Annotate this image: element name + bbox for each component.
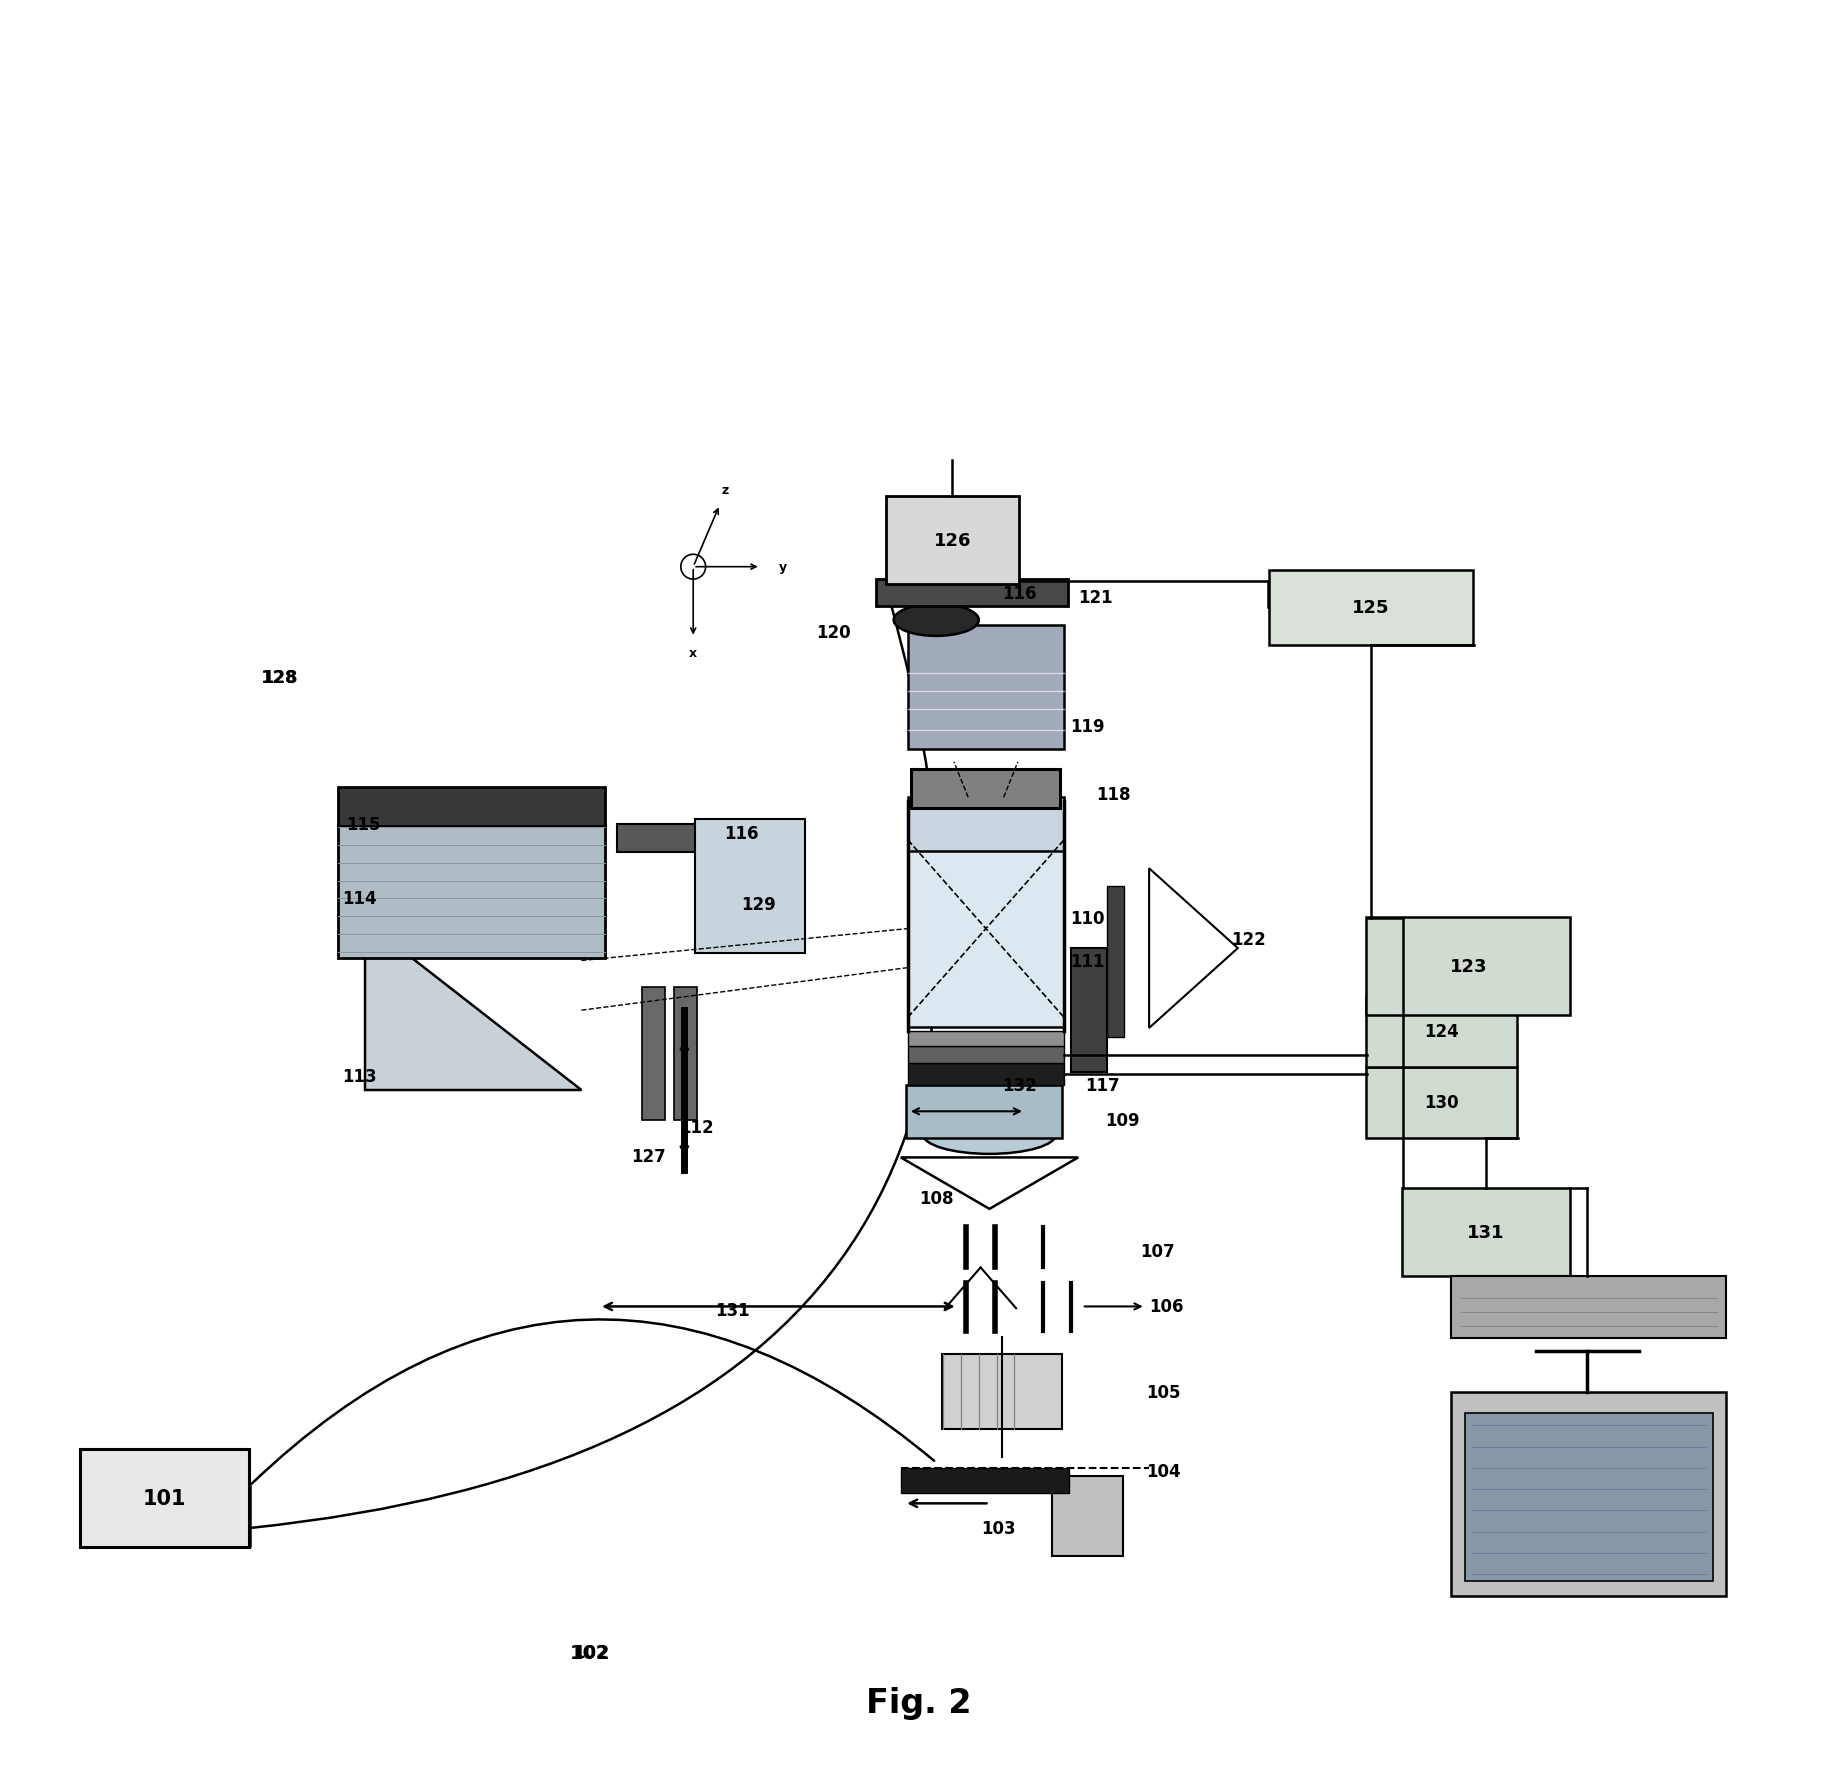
Text: 125: 125: [1352, 599, 1389, 617]
FancyBboxPatch shape: [641, 988, 665, 1121]
Text: 118: 118: [1097, 785, 1132, 803]
Text: 119: 119: [1069, 718, 1104, 736]
FancyBboxPatch shape: [907, 1046, 1064, 1064]
FancyBboxPatch shape: [876, 580, 1067, 606]
Text: 122: 122: [1231, 931, 1266, 949]
FancyBboxPatch shape: [900, 1468, 1069, 1493]
FancyBboxPatch shape: [1464, 1413, 1714, 1582]
Text: 131: 131: [1468, 1223, 1505, 1241]
Polygon shape: [900, 1158, 1078, 1209]
Text: Fig. 2: Fig. 2: [865, 1686, 972, 1718]
Text: 106: 106: [1150, 1298, 1185, 1316]
FancyBboxPatch shape: [1051, 1475, 1122, 1557]
Text: 101: 101: [143, 1488, 186, 1509]
Text: 129: 129: [742, 895, 777, 913]
Text: 117: 117: [1086, 1076, 1121, 1094]
FancyBboxPatch shape: [907, 798, 1064, 851]
Text: 127: 127: [632, 1147, 667, 1165]
Text: 131: 131: [715, 1301, 749, 1319]
Text: 113: 113: [342, 1067, 377, 1085]
FancyBboxPatch shape: [694, 819, 805, 954]
Text: 115: 115: [345, 816, 380, 833]
FancyBboxPatch shape: [1402, 1188, 1571, 1277]
FancyBboxPatch shape: [1367, 996, 1517, 1067]
Ellipse shape: [922, 1115, 1056, 1154]
FancyArrowPatch shape: [252, 1319, 933, 1484]
FancyBboxPatch shape: [911, 769, 1060, 808]
FancyBboxPatch shape: [885, 496, 1020, 585]
Text: 126: 126: [933, 532, 972, 550]
FancyBboxPatch shape: [1106, 886, 1124, 1037]
FancyBboxPatch shape: [942, 1355, 1062, 1429]
Text: 130: 130: [1424, 1094, 1459, 1112]
Text: 128: 128: [261, 668, 299, 686]
Circle shape: [682, 555, 705, 580]
Text: 132: 132: [1003, 1076, 1038, 1094]
Text: x: x: [689, 647, 698, 660]
FancyBboxPatch shape: [907, 1064, 1064, 1085]
Text: 111: 111: [1069, 952, 1104, 970]
Text: 121: 121: [1078, 589, 1113, 606]
Text: 109: 109: [1106, 1112, 1139, 1129]
FancyBboxPatch shape: [1451, 1392, 1725, 1596]
Text: 120: 120: [816, 624, 851, 642]
Text: z: z: [722, 484, 729, 496]
Text: 108: 108: [918, 1190, 953, 1207]
Text: 107: 107: [1141, 1243, 1176, 1261]
Text: 102: 102: [573, 1644, 608, 1661]
FancyBboxPatch shape: [338, 787, 604, 826]
Text: 123: 123: [1449, 957, 1488, 975]
FancyBboxPatch shape: [907, 626, 1064, 750]
Text: 116: 116: [1003, 585, 1036, 603]
FancyBboxPatch shape: [907, 1032, 1064, 1046]
Text: 104: 104: [1146, 1463, 1181, 1480]
Polygon shape: [366, 922, 582, 1090]
FancyBboxPatch shape: [1269, 571, 1473, 645]
Text: 128: 128: [263, 668, 298, 686]
Text: 124: 124: [1424, 1023, 1459, 1041]
Text: 112: 112: [680, 1119, 715, 1136]
FancyBboxPatch shape: [1367, 1067, 1517, 1138]
FancyBboxPatch shape: [1071, 949, 1106, 1073]
FancyBboxPatch shape: [674, 988, 696, 1121]
FancyBboxPatch shape: [1367, 918, 1571, 1014]
FancyBboxPatch shape: [338, 826, 604, 957]
Text: 114: 114: [342, 890, 377, 908]
FancyBboxPatch shape: [906, 1085, 1062, 1138]
FancyBboxPatch shape: [1451, 1277, 1725, 1339]
Text: 116: 116: [724, 824, 759, 842]
Text: y: y: [779, 560, 786, 574]
Text: 105: 105: [1146, 1383, 1181, 1401]
Text: 110: 110: [1069, 910, 1104, 927]
FancyBboxPatch shape: [617, 824, 724, 853]
FancyBboxPatch shape: [907, 842, 1064, 1028]
FancyBboxPatch shape: [81, 1450, 248, 1546]
FancyArrowPatch shape: [250, 587, 939, 1528]
Ellipse shape: [893, 605, 979, 637]
Text: 103: 103: [981, 1519, 1016, 1537]
Polygon shape: [1150, 869, 1238, 1028]
Text: 102: 102: [569, 1644, 610, 1661]
